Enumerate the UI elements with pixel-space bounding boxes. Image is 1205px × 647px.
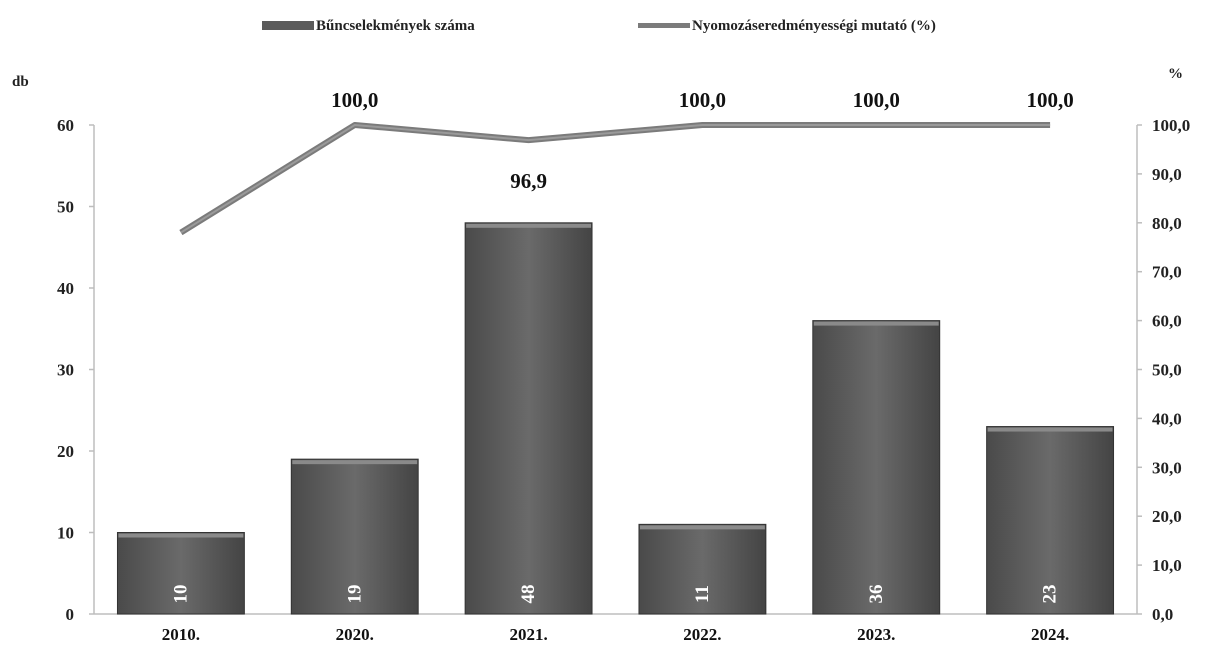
y-right-tick-label: 100,0 [1152, 116, 1190, 135]
bar-top-highlight [292, 460, 418, 465]
y-left-tick-label: 0 [66, 605, 75, 624]
y-left-tick-label: 20 [57, 442, 74, 461]
y-right-unit: % [1168, 66, 1183, 82]
bar-value-label: 36 [866, 585, 887, 604]
y-left-tick-label: 50 [57, 198, 74, 217]
x-category-label: 2022. [683, 625, 721, 644]
line-path [179, 122, 1051, 236]
bar-top-highlight [466, 223, 592, 228]
bar [812, 320, 941, 615]
y-left-unit: db [12, 74, 29, 90]
line-value-label: 100,0 [853, 88, 900, 112]
y-right-tick-label: 70,0 [1152, 263, 1182, 282]
y-right-tick-label: 10,0 [1152, 556, 1182, 575]
bar [464, 222, 593, 615]
x-category-label: 2021. [509, 625, 547, 644]
bar-top-highlight [813, 321, 939, 326]
y-right-tick-label: 20,0 [1152, 507, 1182, 526]
bar [986, 426, 1115, 615]
x-category-label: 2023. [857, 625, 895, 644]
bar-value-label: 10 [170, 585, 191, 604]
y-left-tick-label: 40 [57, 279, 74, 298]
line-path-highlight [180, 124, 1051, 234]
bar-value-label: 23 [1040, 585, 1061, 604]
bar-top-highlight [118, 533, 244, 538]
axes [93, 125, 1138, 615]
legend-bar-label: Bűncselekmények száma [316, 18, 475, 34]
line-value-label: 100,0 [1026, 88, 1073, 112]
bar [290, 458, 419, 615]
y-right-tick-label: 30,0 [1152, 458, 1182, 477]
line-value-label: 100,0 [679, 88, 726, 112]
bar-value-labels: 10 19 48 11 36 23 [170, 585, 1060, 604]
y-right-ticks: 0,0 10,0 20,0 30,0 40,0 50,0 60,0 70,0 80,0 90,0 1… [1137, 116, 1190, 624]
line-value-label: 100,0 [331, 88, 378, 112]
legend-line-swatch [638, 23, 690, 28]
y-right-tick-label: 0,0 [1152, 605, 1173, 624]
y-left-ticks: 0 10 20 30 40 50 60 [57, 116, 94, 624]
line-value-label: 96,9 [510, 169, 547, 193]
legend-line-label: Nyomozáseredményességi mutató (%) [692, 18, 936, 34]
x-category-label: 2020. [336, 625, 374, 644]
line-series [179, 122, 1051, 236]
bar-value-label: 19 [344, 585, 365, 604]
bar [116, 532, 245, 615]
bar [638, 523, 767, 615]
bar-value-label: 11 [692, 585, 713, 603]
x-category-label: 2010. [162, 625, 200, 644]
legend-bar-swatch [262, 21, 314, 30]
legend: Bűncselekmények száma Nyomozáseredményes… [262, 18, 936, 34]
y-right-tick-label: 80,0 [1152, 214, 1182, 233]
y-right-tick-label: 50,0 [1152, 361, 1182, 380]
y-right-tick-label: 60,0 [1152, 312, 1182, 331]
y-left-tick-label: 10 [57, 524, 74, 543]
x-category-label: 2024. [1031, 625, 1069, 644]
bar-top-highlight [987, 427, 1113, 432]
y-left-tick-label: 60 [57, 116, 74, 135]
bar-top-highlight [639, 525, 765, 530]
bar-series [116, 222, 1115, 615]
y-right-tick-label: 40,0 [1152, 409, 1182, 428]
y-left-tick-label: 30 [57, 361, 74, 380]
x-category-labels: 2010. 2020. 2021. 2022. 2023. 2024. [162, 625, 1069, 644]
bar-value-label: 48 [518, 585, 539, 604]
line-value-labels: 100,0 96,9 100,0 100,0 100,0 [331, 88, 1074, 193]
y-right-tick-label: 90,0 [1152, 165, 1182, 184]
